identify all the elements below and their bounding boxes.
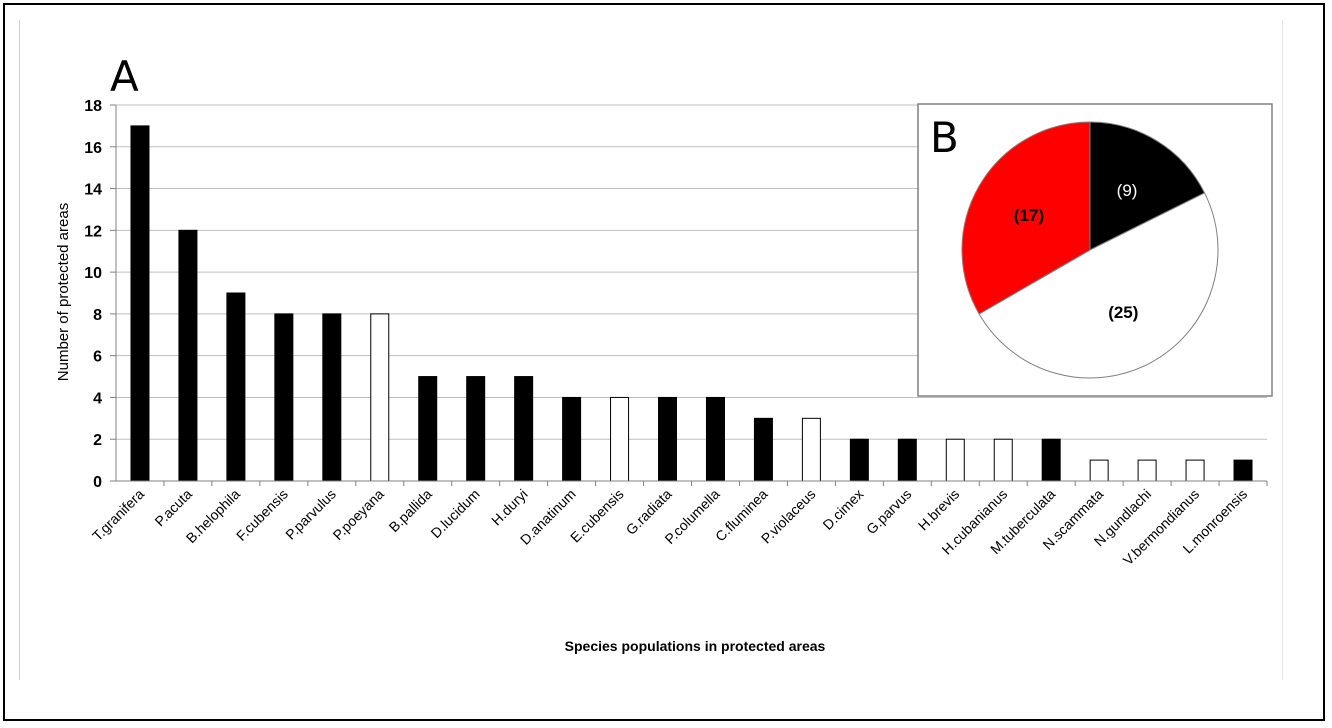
pie-slice (1089, 121, 1206, 251)
y-tick-label: 2 (93, 432, 102, 449)
y-tick-label: 10 (84, 265, 102, 282)
bar-p-poeyana (370, 313, 390, 482)
x-tick-label: T.granifera (89, 486, 147, 544)
x-axis-title: Species populations in protected areas (565, 638, 826, 654)
bar-n-scammata (1089, 459, 1109, 482)
chart-area-right-rule (1282, 20, 1283, 680)
pie-slice (961, 121, 1091, 315)
pie-slice-label: (17) (1014, 206, 1044, 225)
bar-g-parvus (897, 438, 917, 482)
bar-d-cimex (849, 438, 869, 482)
bar-p-columella (705, 396, 725, 482)
y-tick-label: 18 (84, 98, 102, 115)
panel-label-b: B (930, 113, 959, 162)
x-tick-label: H.brevis (915, 486, 963, 534)
y-tick-label: 12 (84, 223, 102, 240)
figure-frame (3, 3, 1325, 721)
x-tick-label: B.pallida (386, 486, 435, 535)
pie-slice (978, 192, 1219, 379)
bar-h-brevis (945, 438, 965, 482)
bar-c-fluminea (753, 417, 773, 482)
y-axis-title: Number of protected areas (55, 203, 72, 381)
bar-d-lucidum (466, 376, 486, 482)
bar-g-radiata (658, 396, 678, 482)
bar-p-parvulus (322, 313, 342, 482)
y-tick-label: 14 (84, 182, 102, 199)
bar-t-granifera (130, 125, 150, 482)
bar-p-acuta (178, 229, 198, 482)
panel-label-a: A (110, 52, 139, 101)
x-tick-label: P.acuta (151, 486, 195, 530)
pie-slice-label: (25) (1108, 303, 1138, 322)
bar-b-helophila (226, 292, 246, 482)
y-tick-label: 8 (93, 307, 102, 324)
bar-f-cubensis (274, 313, 294, 482)
x-tick-label: D.lucidum (427, 486, 482, 541)
bar-e-cubensis (610, 396, 630, 482)
bar-m-tuberculata (1041, 438, 1061, 482)
bar-h-cubanianus (993, 438, 1013, 482)
bar-b-pallida (418, 376, 438, 482)
bar-h-duryi (514, 376, 534, 482)
pie-slice-label: (9) (1117, 181, 1138, 200)
bar-v-bermondianus (1185, 459, 1205, 482)
y-tick-label: 0 (93, 474, 102, 491)
pie-slices: (9) (25) (17) (961, 121, 1219, 379)
x-tick-label: D.cimex (819, 486, 866, 533)
y-tick-label: 16 (84, 140, 102, 157)
pie-inset: (9) (25) (17) B (917, 103, 1273, 397)
y-tick-label: 6 (93, 349, 102, 366)
x-tick-label: F.cubensis (233, 486, 291, 544)
bar-d-anatinum (562, 396, 582, 482)
bar-p-violaceus (801, 417, 821, 482)
y-tick-label: 4 (93, 390, 102, 407)
chart-area-left-rule (19, 20, 20, 680)
x-tick-label: G.parvus (863, 486, 914, 537)
bar-l-monroensis (1233, 459, 1253, 482)
x-tick-label: P.poeyana (330, 486, 388, 544)
x-tick-label: H.duryi (488, 486, 531, 529)
bar-n-gundlachi (1137, 459, 1157, 482)
